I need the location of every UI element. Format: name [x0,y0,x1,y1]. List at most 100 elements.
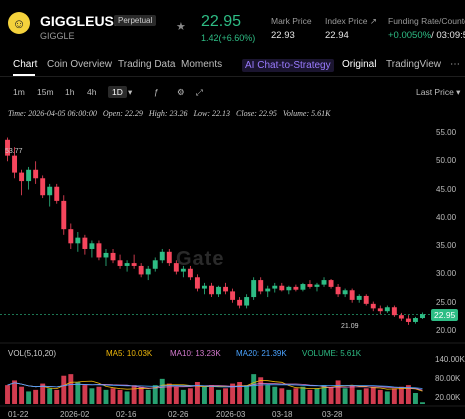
candle-body [244,297,250,306]
candle-body [54,186,60,201]
settings-icon[interactable]: ⚙ [177,87,185,97]
tab-moments[interactable]: Moments [181,59,223,70]
candle-body [131,263,137,266]
volume-bar [103,389,109,404]
funding-rate-value: +0.0050%/ 03:09:5 [388,30,465,41]
ohlc-open: Open: 22.29 [102,109,143,118]
volume-bar [216,389,221,404]
volume-bar [40,383,46,404]
candle-body [5,139,10,156]
candle-body [103,252,109,258]
candle-body [209,285,214,295]
timeframe-1h[interactable]: 1h [65,87,75,97]
price-axis-tick: 55.00 [436,128,457,137]
tab-trading-data[interactable]: Trading Data [118,59,176,70]
candle-body [33,169,39,179]
candle-body [286,286,292,291]
volume-bar [68,374,74,404]
tab-tradingview[interactable]: TradingView [386,59,442,70]
volume-bar [398,386,404,404]
volume-bar [342,388,348,404]
fullscreen-icon[interactable]: ⤢ [196,87,203,97]
tab-original[interactable]: Original [342,59,377,70]
tab-chart[interactable]: Chart [13,59,38,70]
candle-body [68,229,74,244]
candle-body [272,285,278,289]
volume-bar [356,389,362,404]
last-price-menu[interactable]: Last Price ▾ [416,87,461,97]
active-tab-indicator [13,74,35,76]
timeframe-1m[interactable]: 1m [13,87,25,97]
candle-body [47,186,53,196]
volume-bar [166,383,172,404]
time-axis-tick: 02-16 [116,410,137,419]
index-price-label[interactable]: Index Price ↗ [325,16,378,26]
main-tabs: Chart Coin Overview Trading Data Moments… [0,54,465,77]
volume-bar [244,385,250,404]
favorite-star-icon[interactable]: ★ [176,21,186,33]
candle-body [117,260,123,266]
candle-body [194,277,200,289]
candle-body [201,285,207,289]
mark-price-value: 22.93 [271,30,295,41]
price-axis-tick: 35.00 [436,241,457,251]
volume-bar [377,389,383,404]
index-price-value: 22.94 [325,30,349,41]
funding-rate-label: Funding Rate/Countdo [388,16,465,26]
tab-ai-chat-to-strategy[interactable]: AI Chat-to-Strategy [242,59,334,72]
volume-bar [391,388,397,404]
candle-body [265,288,271,292]
volume-bar [159,378,165,404]
volume-bar [138,386,144,404]
tabs-more-icon[interactable]: ⋯ [450,59,460,70]
candle-body [279,285,285,291]
candle-body [377,308,383,312]
candle-body [293,286,299,290]
candle-body [420,314,425,319]
volume-bar [314,388,320,404]
volume-bar [279,388,285,404]
candle-body [19,172,25,182]
tab-coin-overview[interactable]: Coin Overview [47,59,113,70]
volume-bar [117,389,123,404]
volume-bar [321,385,327,404]
volume-bar [26,391,32,404]
candle-body [230,291,236,300]
volume-bar [370,386,376,404]
candle-body [349,290,355,300]
candle-body [40,178,46,196]
indicator-icon[interactable]: ƒ [154,87,159,97]
volume-bar [47,388,53,404]
volume-indicator-label: VOL(5,10,20) [8,349,57,358]
mark-price-label: Mark Price [271,16,312,26]
volume-ma5: MA5: 10.03K [106,349,153,358]
symbol-title[interactable]: GIGGLEUSDT [40,13,133,29]
timeframe-dropdown-icon[interactable]: ▾ [128,87,133,97]
candle-body [180,268,186,272]
volume-bar [187,388,193,404]
volume-bar [272,386,278,404]
timeframe-4h[interactable]: 4h [87,87,97,97]
timeframe-15m[interactable]: 15m [37,87,54,97]
candle-body [335,286,341,295]
volume-bar [251,374,257,404]
candle-body [300,284,306,290]
volume-bar [173,386,179,404]
candle-body [96,243,102,258]
time-axis-tick: 2026-02 [60,410,90,419]
volume-bar [363,388,369,404]
candle-body [356,295,362,300]
candle-body [223,286,229,292]
volume-ma20: MA20: 21.39K [236,349,287,358]
candle-body [363,295,369,304]
volume-bar [237,382,243,404]
candle-body [12,155,18,173]
volume-bar [384,391,390,404]
volume-axis-tick: 80.00K [435,373,461,383]
timeframe-1d[interactable]: 1D [108,86,127,98]
last-price: 22.95 [201,13,242,30]
volume-bar [110,388,116,404]
volume-bar [420,402,425,404]
ohlc-high: High: 23.26 [148,109,188,118]
